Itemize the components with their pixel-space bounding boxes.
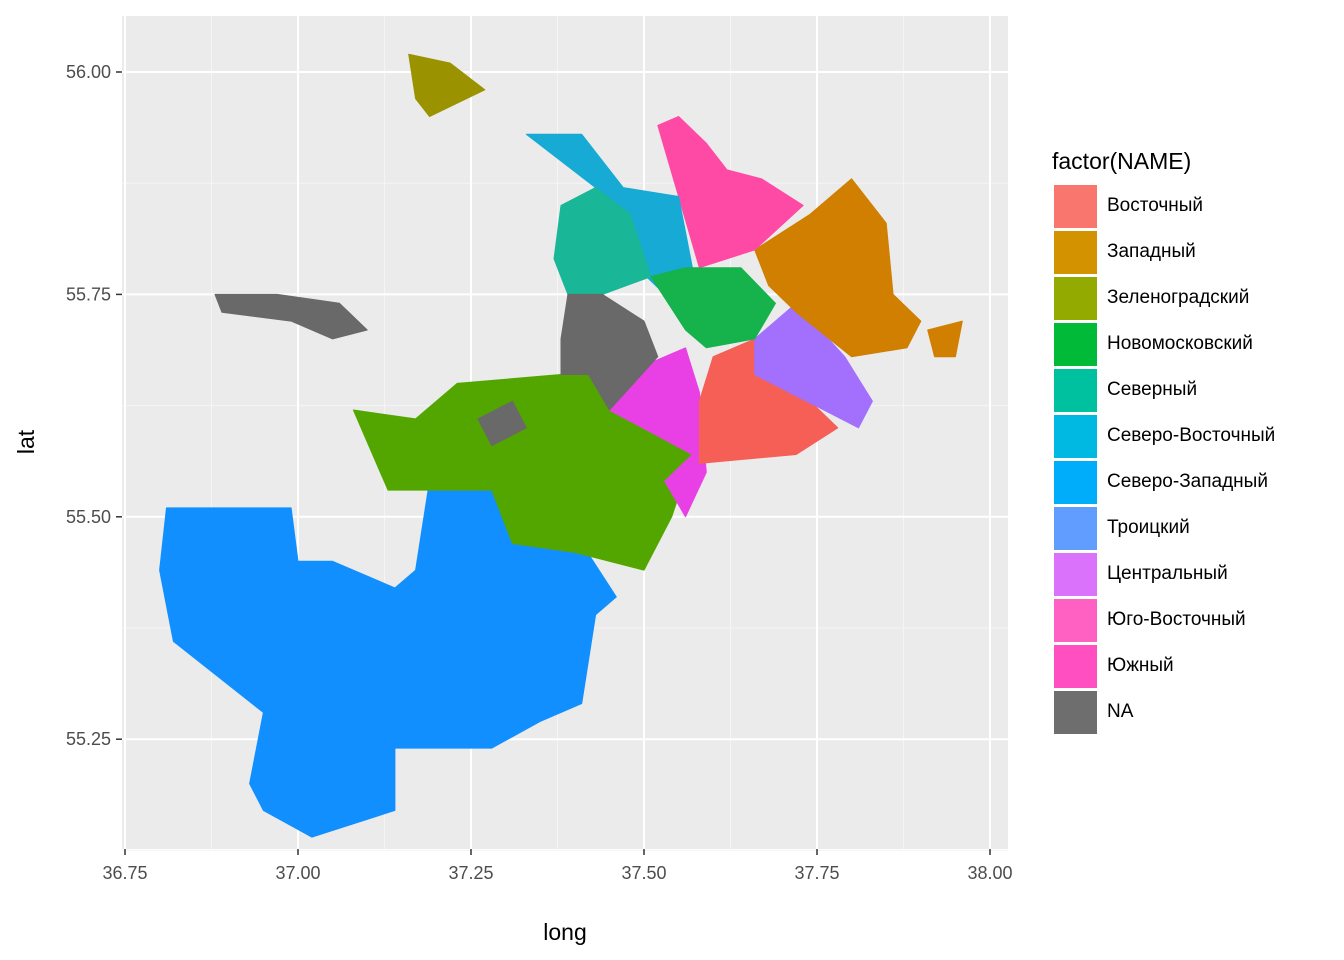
legend-key-swatch xyxy=(1054,506,1097,550)
legend-item: Зеленоградский xyxy=(1052,275,1275,321)
legend-title: factor(NAME) xyxy=(1052,148,1192,174)
legend-label: Новомосковский xyxy=(1107,333,1253,354)
legend-label: NA xyxy=(1107,701,1134,722)
region-NA xyxy=(477,400,527,447)
legend-label: Южный xyxy=(1107,655,1174,676)
region-NA xyxy=(214,293,368,340)
y-tick-label: 55.25 xyxy=(66,729,111,749)
legend-label: Северо-Западный xyxy=(1107,471,1268,492)
legend-item: Троицкий xyxy=(1052,505,1275,551)
y-tick-label: 55.50 xyxy=(66,507,111,527)
legend-item: Северо-Западный xyxy=(1052,459,1275,505)
legend-label: Западный xyxy=(1107,241,1196,262)
legend-key-swatch xyxy=(1054,690,1097,734)
region-NA xyxy=(560,293,659,411)
legend-item: Новомосковский xyxy=(1052,321,1275,367)
legend-key-swatch xyxy=(1054,598,1097,642)
legend-item: Восточный xyxy=(1052,183,1275,229)
x-tick-label: 38.00 xyxy=(967,863,1012,883)
legend-key-swatch xyxy=(1054,322,1097,366)
region-Южный xyxy=(657,116,804,269)
region-Троицкий xyxy=(159,480,617,838)
legend-item: Северный xyxy=(1052,367,1275,413)
region-Южный xyxy=(927,320,963,358)
x-tick-label: 37.75 xyxy=(794,863,839,883)
legend-item: Центральный xyxy=(1052,551,1275,597)
region-Северный xyxy=(650,267,776,349)
region-Зеленоградский xyxy=(408,53,486,117)
legend-key-swatch xyxy=(1054,644,1097,688)
map-regions xyxy=(159,53,963,838)
y-tick-label: 55.75 xyxy=(66,284,111,304)
x-tick-label: 37.00 xyxy=(275,863,320,883)
legend-label: Троицкий xyxy=(1107,517,1190,538)
legend-item: NA xyxy=(1052,689,1275,735)
legend-item: Южный xyxy=(1052,643,1275,689)
region-Северо-Восточный xyxy=(553,187,652,295)
legend-key-swatch xyxy=(1054,460,1097,504)
legend: factor(NAME) Восточный Западный Зеленоград… xyxy=(1052,148,1275,735)
legend-key-swatch xyxy=(1054,414,1097,458)
legend-key-swatch xyxy=(1054,276,1097,320)
legend-item: Западный xyxy=(1052,229,1275,275)
y-tick-label: 56.00 xyxy=(66,62,111,82)
legend-label: Юго-Восточный xyxy=(1107,609,1246,630)
region-Юго-Восточный xyxy=(608,347,707,518)
x-tick-label: 36.75 xyxy=(102,863,147,883)
legend-label: Зеленоградский xyxy=(1107,287,1250,308)
legend-key-swatch xyxy=(1054,552,1097,596)
x-axis-title: long xyxy=(543,919,586,945)
legend-item: Северо-Восточный xyxy=(1052,413,1275,459)
legend-label: Центральный xyxy=(1107,563,1228,584)
legend-label: Восточный xyxy=(1107,195,1204,216)
x-axis-ticks: 36.75 37.00 37.25 37.50 37.75 38.00 xyxy=(102,849,1013,883)
legend-key-swatch xyxy=(1054,230,1097,274)
legend-key-swatch xyxy=(1054,368,1097,412)
legend-key-swatch xyxy=(1054,184,1097,228)
region-Западный xyxy=(754,178,922,358)
x-tick-label: 37.25 xyxy=(448,863,493,883)
x-tick-label: 37.50 xyxy=(621,863,666,883)
legend-label: Северо-Восточный xyxy=(1107,425,1276,446)
y-axis-ticks: 55.25 55.50 55.75 56.00 xyxy=(66,62,122,749)
y-axis-title: lat xyxy=(13,429,39,454)
legend-items: Восточный Западный Зеленоградский Новомоско… xyxy=(1052,183,1275,735)
legend-item: Юго-Восточный xyxy=(1052,597,1275,643)
legend-label: Северный xyxy=(1107,379,1198,400)
